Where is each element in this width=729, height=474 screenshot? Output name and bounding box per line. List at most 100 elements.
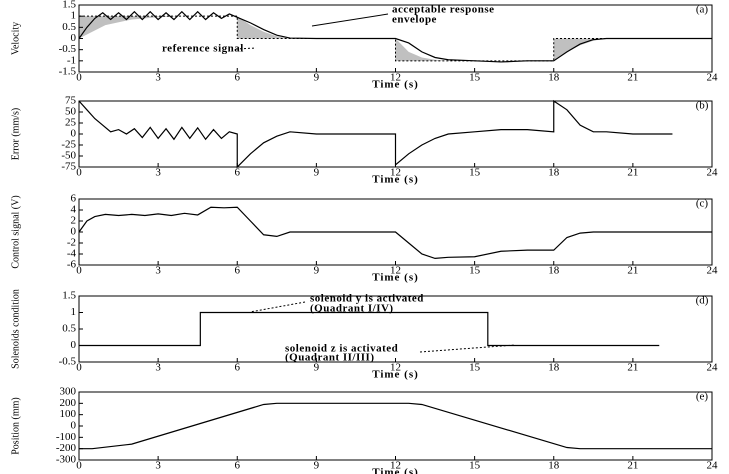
x-tick-label: 0 [76, 72, 82, 84]
x-tick-label: 24 [707, 460, 719, 472]
x-tick-label: 15 [469, 167, 481, 179]
pointer [419, 344, 516, 353]
x-tick-label: 0 [76, 362, 82, 374]
panel-label: (b) [696, 100, 709, 112]
x-tick-label: 15 [469, 265, 481, 277]
x-tick-label: 15 [469, 362, 481, 374]
x-tick-label: 18 [548, 265, 560, 277]
x-tick-label: 24 [707, 265, 719, 277]
pointer [235, 47, 257, 50]
y-tick-label: -300 [56, 454, 77, 466]
x-tick-label: 6 [235, 72, 241, 84]
x-tick-label: 3 [155, 362, 161, 374]
y-tick-label: 300 [60, 386, 77, 398]
line [79, 311, 660, 347]
x-tick-label: 6 [235, 167, 241, 179]
y-axis-label: Error (mm/s) [10, 108, 21, 161]
line [79, 15, 712, 62]
x-tick-label: 24 [707, 167, 719, 179]
y-tick-label: -6 [67, 259, 77, 271]
y-tick-label: 4 [71, 204, 77, 216]
y-tick-label: -50 [61, 150, 76, 162]
panel-label: (e) [696, 391, 709, 403]
x-axis-label: Time (s) [372, 467, 419, 474]
x-tick-label: 3 [155, 72, 161, 84]
line [78, 99, 673, 169]
panel-label: (d) [696, 295, 709, 307]
line [78, 10, 712, 63]
pointer [311, 13, 389, 27]
x-tick-label: 0 [76, 167, 82, 179]
y-tick-label: -2 [67, 237, 76, 249]
y-tick-label: -75 [61, 161, 76, 173]
x-tick-label: 12 [390, 460, 401, 472]
x-tick-label: 9 [314, 72, 320, 84]
y-tick-label: 0.5 [62, 21, 76, 33]
x-tick-label: 0 [76, 265, 82, 277]
y-tick-label: -200 [56, 442, 77, 454]
panel-label: (a) [696, 4, 709, 16]
y-tick-label: 0 [71, 128, 77, 140]
y-tick-label: 0 [71, 420, 77, 432]
x-axis-label: Time (s) [372, 272, 419, 284]
y-tick-label: -25 [61, 139, 76, 151]
y-tick-label: 50 [65, 106, 77, 118]
line [79, 402, 712, 450]
annotation: solenoid z is activated [285, 343, 398, 355]
y-tick-label: -1 [67, 54, 76, 66]
x-tick-label: 0 [76, 460, 82, 472]
y-axis-label: Position (mm) [10, 397, 21, 455]
annotation: acceptable response [392, 4, 494, 16]
x-tick-label: 6 [235, 460, 241, 472]
line [78, 206, 712, 260]
y-tick-label: 2 [71, 215, 77, 227]
y-tick-label: 75 [65, 95, 77, 107]
x-tick-label: 9 [314, 460, 320, 472]
x-tick-label: 9 [314, 362, 320, 374]
y-axis-label: Velocity [10, 22, 21, 55]
panel-label: (c) [696, 198, 709, 210]
x-tick-label: 6 [235, 362, 241, 374]
y-tick-label: -0.5 [59, 356, 77, 368]
x-tick-label: 3 [155, 167, 161, 179]
x-tick-label: 18 [548, 460, 560, 472]
y-tick-label: 6 [71, 193, 77, 205]
y-tick-label: 100 [60, 408, 77, 420]
y-tick-label: 0 [71, 339, 77, 351]
annotation: reference signal [162, 43, 244, 55]
y-tick-label: 1.5 [62, 290, 76, 302]
x-axis-label: Time (s) [372, 369, 419, 381]
x-tick-label: 12 [390, 167, 401, 179]
y-tick-label: 1 [71, 306, 77, 318]
y-axis-label: Control signal (V) [10, 195, 21, 268]
pointer [249, 301, 306, 313]
y-tick-label: 0.5 [62, 323, 76, 335]
x-tick-label: 18 [548, 167, 560, 179]
x-tick-label: 21 [627, 362, 638, 374]
y-tick-label: 1.5 [62, 0, 76, 11]
annotation: (Quadrant II/III) [285, 352, 375, 364]
x-tick-label: 9 [314, 265, 320, 277]
x-tick-label: 6 [235, 265, 241, 277]
x-axis-label: Time (s) [372, 174, 419, 186]
annotation: solenoid y is activated [310, 293, 424, 305]
x-tick-label: 18 [548, 362, 560, 374]
y-tick-label: 200 [60, 397, 77, 409]
x-tick-label: 21 [627, 460, 638, 472]
x-tick-label: 21 [627, 265, 638, 277]
y-tick-label: 25 [65, 117, 77, 129]
x-tick-label: 18 [548, 72, 560, 84]
y-tick-label: 0 [71, 226, 77, 238]
x-tick-label: 3 [155, 460, 161, 472]
y-tick-label: -1.5 [59, 66, 77, 78]
y-tick-label: -0.5 [59, 43, 77, 55]
x-tick-label: 3 [155, 265, 161, 277]
x-tick-label: 21 [627, 167, 638, 179]
y-tick-label: -4 [67, 248, 77, 260]
y-axis-label: Solenoids condition [10, 289, 21, 369]
x-tick-label: 24 [707, 72, 719, 84]
x-tick-label: 21 [627, 72, 638, 84]
plot-frame [78, 391, 713, 461]
y-tick-label: 0 [71, 32, 77, 44]
